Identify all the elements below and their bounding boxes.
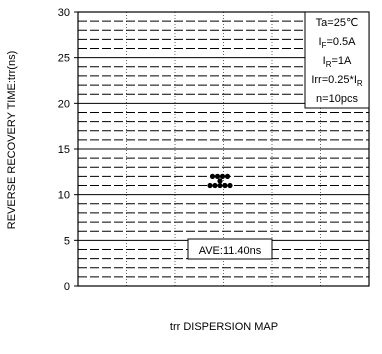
- y-tick-label: 15: [58, 144, 70, 156]
- y-tick-label: 0: [64, 281, 70, 293]
- y-axis-label: REVERSE RECOVERY TIME:trr(ns): [6, 51, 18, 229]
- data-point: [217, 178, 223, 184]
- points-layer: [207, 173, 233, 189]
- data-point: [224, 173, 231, 179]
- y-tick-label: 10: [58, 190, 70, 202]
- data-point: [217, 182, 223, 189]
- y-tick-label: 30: [58, 7, 70, 19]
- data-point: [219, 173, 226, 179]
- condition-ir: IR=1A: [323, 55, 352, 69]
- data-point: [212, 182, 218, 189]
- x-axis-label: trr DISPERSION MAP: [170, 321, 278, 333]
- condition-irr: Irr=0.25*IR: [311, 74, 363, 88]
- y-tick-label: 5: [64, 235, 70, 247]
- data-point: [209, 173, 216, 179]
- condition-ta: Ta=25℃: [316, 17, 359, 29]
- y-tick-label: 25: [58, 53, 70, 65]
- data-point: [214, 173, 221, 179]
- condition-if-rest: =0.5A: [326, 36, 356, 48]
- condition-n: n=10pcs: [316, 93, 358, 105]
- condition-irr-sub: R: [357, 79, 363, 88]
- condition-ir-base: I: [323, 55, 326, 67]
- condition-irr-base: Irr=0.25*I: [311, 74, 357, 86]
- conditions-box: Ta=25℃ IF=0.5A IR=1A Irr=0.25*IR n=10pcs: [304, 11, 370, 109]
- condition-ir-rest: =1A: [331, 55, 352, 67]
- condition-if-sub: F: [322, 41, 327, 50]
- conditions-box-frame: [304, 11, 370, 109]
- average-annotation-text: AVE:11.40ns: [199, 245, 262, 257]
- average-annotation: AVE:11.40ns: [187, 238, 273, 260]
- data-point: [207, 182, 213, 189]
- axis-layer: 0 5 10 15 20 25 30: [58, 7, 370, 293]
- data-point: [227, 182, 233, 189]
- condition-if: IF=0.5A: [318, 36, 356, 50]
- condition-if-base: I: [318, 36, 321, 48]
- y-tick-label: 20: [58, 98, 70, 110]
- condition-ir-sub: R: [326, 60, 332, 69]
- average-annotation-frame: [187, 238, 273, 260]
- data-point: [222, 182, 228, 189]
